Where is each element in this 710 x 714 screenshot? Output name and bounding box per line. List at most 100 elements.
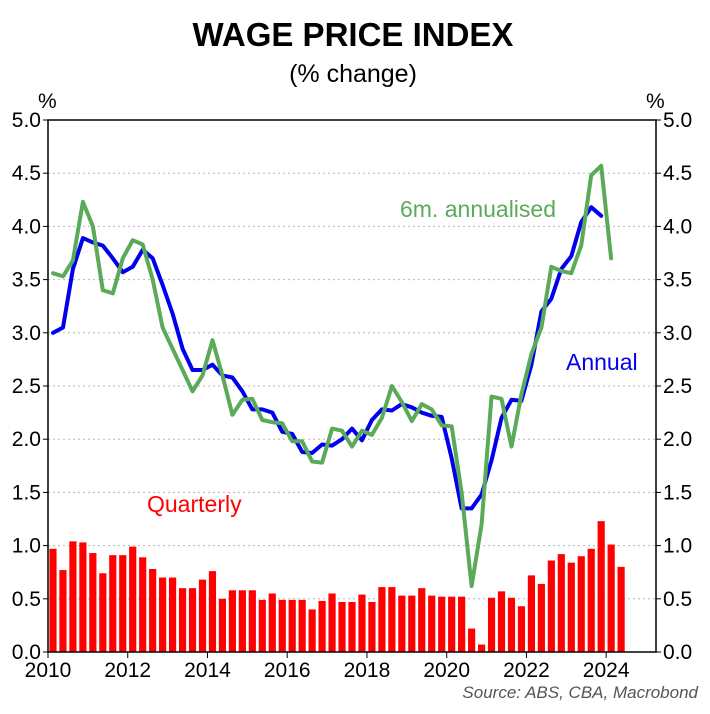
quarterly-bar [408, 595, 416, 652]
right-axis-ticks: 0.0 0.5 1.0 1.5 2.0 2.5 3.0 3.5 4.0 4.5 5.0 [656, 109, 692, 664]
y-tick-label-left: 3.5 [12, 269, 41, 292]
chart-title: WAGE PRICE INDEX [193, 16, 514, 53]
quarterly-bar [218, 598, 227, 652]
quarterly-bar [378, 587, 386, 652]
quarterly-bar [89, 553, 97, 652]
x-tick-label: 2016 [264, 659, 311, 682]
y-tick-label-right: 2.0 [663, 428, 692, 451]
quarterly-bar [79, 542, 87, 652]
quarterly-bar [258, 599, 266, 652]
quarterly-bar [418, 588, 426, 652]
quarterly-bar [288, 599, 296, 652]
y-tick-label-right: 3.5 [663, 269, 692, 292]
x-axis-ticks: 2010 2012 2014 2016 2018 2020 2022 2024 [25, 652, 630, 682]
quarterly-bar [59, 570, 67, 652]
left-axis-unit: % [38, 90, 57, 113]
right-axis-unit: % [646, 90, 665, 113]
chart-subtitle: (% change) [289, 60, 417, 88]
quarterly-bar [348, 601, 356, 652]
x-tick-label: 2024 [583, 659, 630, 682]
quarterly-bar [248, 590, 256, 652]
gridlines [48, 172, 656, 600]
y-tick-label-right: 1.5 [663, 481, 692, 504]
quarterly-bars [49, 521, 625, 652]
quarterly-bar [129, 546, 137, 652]
x-tick-label: 2022 [503, 659, 550, 682]
y-tick-label-left: 0.5 [12, 588, 41, 611]
quarterly-bar [517, 606, 526, 652]
six-month-annualised-line [51, 163, 614, 588]
quarterly-bar [458, 596, 466, 652]
quarterly-bar [268, 593, 276, 652]
quarterly-bar [318, 600, 326, 652]
quarterly-bar [537, 583, 545, 652]
quarterly-bar [428, 595, 436, 652]
quarterly-bar [368, 601, 376, 652]
y-tick-label-left: 0.0 [12, 641, 41, 664]
x-tick-label: 2020 [423, 659, 470, 682]
quarterly-bar [577, 556, 585, 652]
source-note: Source: ABS, CBA, Macrobond [462, 683, 698, 702]
series-lines [51, 163, 614, 588]
quarterly-bar [477, 644, 486, 652]
quarterly-bar [69, 541, 77, 652]
quarterly-bar [238, 590, 246, 652]
quarterly-bar [388, 587, 396, 652]
y-tick-label-left: 2.5 [12, 375, 41, 398]
quarterly-bar [448, 596, 456, 652]
y-tick-label-left: 4.0 [12, 215, 41, 238]
quarterly-bar [109, 555, 117, 652]
quarterly-bar [597, 521, 605, 652]
y-tick-label-right: 4.5 [663, 162, 692, 185]
x-tick-label: 2010 [25, 659, 72, 682]
quarterly-bar [298, 599, 306, 652]
y-tick-label-right: 5.0 [663, 109, 692, 132]
quarterly-bar [617, 566, 625, 652]
y-tick-label-right: 2.5 [663, 375, 692, 398]
y-tick-label-left: 3.0 [12, 322, 41, 345]
quarterly-bar [358, 594, 366, 652]
quarterly-bar [228, 590, 236, 652]
quarterly-bar [497, 591, 506, 652]
left-axis-ticks: 0.0 0.5 1.0 1.5 2.0 2.5 3.0 3.5 4.0 4.5 5.0 [12, 109, 48, 664]
x-tick-label: 2012 [104, 659, 151, 682]
y-tick-label-right: 1.0 [663, 535, 692, 558]
quarterly-bar [169, 577, 177, 652]
quarterly-bar [278, 599, 286, 652]
quarterly-bar [99, 573, 107, 652]
y-tick-label-right: 0.5 [663, 588, 692, 611]
y-tick-label-left: 5.0 [12, 109, 41, 132]
quarterly-bar [188, 588, 197, 652]
quarterly-bar [507, 597, 516, 652]
x-tick-label: 2018 [344, 659, 391, 682]
quarterly-bar [338, 601, 346, 652]
y-tick-label-left: 1.0 [12, 535, 41, 558]
quarterly-bar [468, 628, 476, 652]
quarterly-bar [607, 544, 615, 652]
quarterly-bar [308, 609, 316, 652]
label-annual: Annual [566, 349, 638, 375]
label-six-month: 6m. annualised [400, 196, 556, 222]
quarterly-bar [208, 571, 217, 652]
y-tick-label-left: 1.5 [12, 481, 41, 504]
quarterly-bar [328, 593, 336, 652]
quarterly-bar [178, 588, 187, 652]
quarterly-bar [547, 560, 555, 652]
quarterly-bar [159, 577, 167, 652]
quarterly-bar [587, 548, 595, 652]
quarterly-bar [49, 548, 57, 652]
y-tick-label-right: 4.0 [663, 215, 692, 238]
quarterly-bar [398, 595, 406, 652]
y-tick-label-right: 3.0 [663, 322, 692, 345]
quarterly-bar [567, 562, 575, 652]
quarterly-bar [198, 579, 207, 652]
annual-line [51, 205, 604, 511]
quarterly-bar [487, 597, 496, 652]
x-tick-label: 2014 [184, 659, 231, 682]
quarterly-bar [139, 557, 147, 652]
label-quarterly: Quarterly [147, 491, 242, 517]
y-tick-label-left: 2.0 [12, 428, 41, 451]
quarterly-bar [149, 569, 157, 652]
y-tick-label-left: 4.5 [12, 162, 41, 185]
